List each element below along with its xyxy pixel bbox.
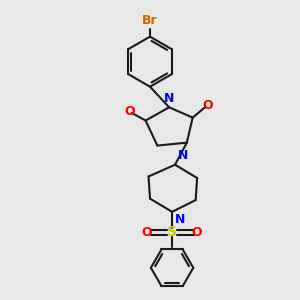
Text: N: N: [175, 213, 185, 226]
Text: O: O: [192, 226, 203, 239]
Text: O: O: [124, 105, 135, 118]
Text: N: N: [178, 149, 188, 162]
Text: O: O: [202, 99, 213, 112]
Text: O: O: [142, 226, 152, 239]
Text: Br: Br: [142, 14, 158, 27]
Text: N: N: [164, 92, 174, 105]
Text: S: S: [167, 225, 177, 239]
